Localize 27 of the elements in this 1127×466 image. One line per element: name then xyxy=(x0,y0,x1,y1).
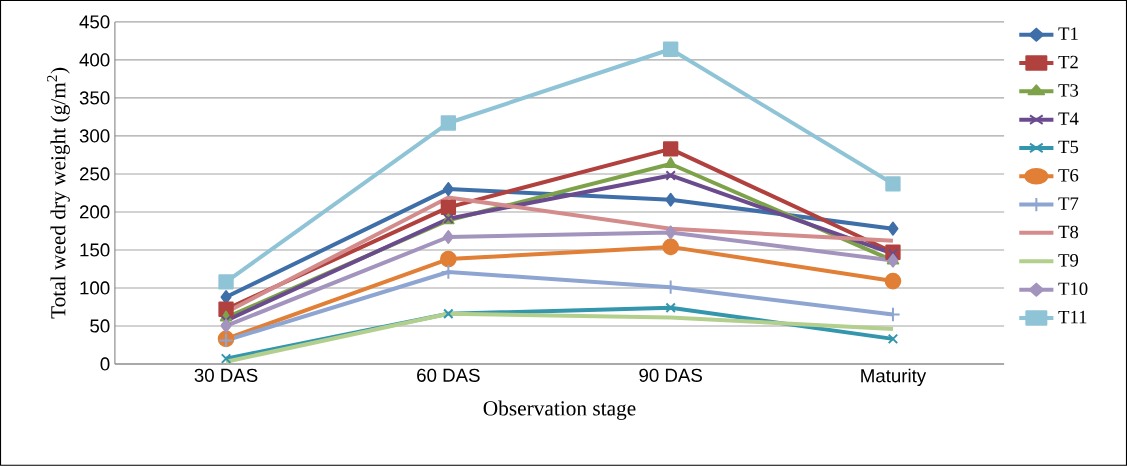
x-axis-title: Observation stage xyxy=(483,400,636,421)
legend-label: T8 xyxy=(1058,225,1079,239)
y-tick-label: 350 xyxy=(79,91,110,105)
legend-label: T6 xyxy=(1058,169,1079,182)
y-tick-label: 0 xyxy=(100,357,110,371)
y-axis-title: Total weed dry weight (g/m$^{2}$) xyxy=(47,67,70,319)
y-tick-label: 200 xyxy=(79,205,110,219)
y-tick-label: 50 xyxy=(90,319,110,333)
legend-label: T7 xyxy=(1058,197,1079,210)
legend-label: T5 xyxy=(1058,140,1079,154)
y-tick-label: 100 xyxy=(80,281,110,295)
y-tick-label: 400 xyxy=(79,53,110,67)
y-tick-label: 450 xyxy=(79,15,110,29)
legend-label: T4 xyxy=(1058,112,1079,125)
y-tick-label: 300 xyxy=(79,129,110,143)
legend-label: T9 xyxy=(1058,254,1079,267)
x-tick-label: Maturity xyxy=(861,368,927,387)
y-tick-label: 250 xyxy=(79,167,110,181)
legend-label: T10 xyxy=(1058,282,1088,296)
x-tick-label: 90 DAS xyxy=(639,368,702,382)
legend-label: T2 xyxy=(1058,55,1078,69)
legend-label: T1 xyxy=(1058,27,1078,40)
x-tick-label: 30 DAS xyxy=(194,368,258,382)
legend-label: T3 xyxy=(1058,84,1079,97)
legend-label: T11 xyxy=(1058,310,1087,324)
x-tick-label: 60 DAS xyxy=(417,368,480,382)
y-tick-label: 150 xyxy=(80,243,110,257)
